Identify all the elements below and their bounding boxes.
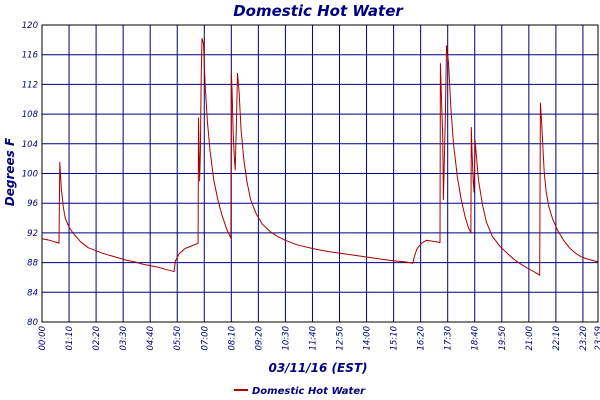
y-tick-label: 88 bbox=[27, 259, 38, 269]
x-tick-label: 23:20 bbox=[579, 326, 589, 351]
series-line-domestic-hot-water bbox=[41, 37, 599, 276]
y-axis-label: Degrees F bbox=[3, 137, 17, 206]
series-lines bbox=[41, 37, 599, 276]
x-tick-label: 22:10 bbox=[552, 326, 562, 351]
legend: Domestic Hot Water bbox=[234, 386, 366, 397]
y-tick-label: 96 bbox=[27, 199, 38, 209]
plot-frame bbox=[41, 24, 599, 323]
x-tick-label: 10:30 bbox=[281, 326, 291, 351]
x-tick-label: 16:20 bbox=[417, 326, 427, 351]
y-tick-label: 116 bbox=[22, 51, 39, 61]
grid bbox=[41, 24, 599, 323]
x-tick-label: 23:59 bbox=[594, 326, 600, 351]
y-tick-label: 120 bbox=[22, 21, 38, 31]
y-tick-label: 100 bbox=[22, 170, 38, 180]
x-tick-label: 08:10 bbox=[227, 326, 237, 351]
x-tick-label: 05:50 bbox=[173, 326, 183, 351]
x-tick-label: 11:40 bbox=[308, 326, 318, 351]
y-tick-label: 108 bbox=[22, 110, 39, 120]
x-tick-label: 00:00 bbox=[38, 326, 48, 351]
x-tick-label: 12:50 bbox=[336, 326, 346, 351]
y-tick-label: 84 bbox=[27, 288, 38, 298]
y-tick-labels: 80 84 88 92 96 100 104 108 112 116 120 bbox=[22, 21, 39, 328]
x-tick-label: 19:50 bbox=[498, 326, 508, 351]
x-axis-label: 03/11/16 (EST) bbox=[268, 361, 367, 375]
x-tick-label: 04:40 bbox=[146, 326, 156, 351]
x-tick-label: 17:30 bbox=[444, 326, 454, 351]
x-tick-label: 02:20 bbox=[92, 326, 102, 351]
x-tick-label: 09:20 bbox=[254, 326, 264, 351]
chart-title: Domestic Hot Water bbox=[233, 2, 404, 20]
y-tick-label: 112 bbox=[22, 80, 38, 90]
x-tick-label: 01:10 bbox=[65, 326, 75, 351]
x-tick-label: 21:00 bbox=[525, 326, 535, 351]
x-tick-labels: 00:00 01:10 02:20 03:30 04:40 05:50 07:00 08:10… bbox=[38, 326, 600, 351]
legend-label: Domestic Hot Water bbox=[252, 386, 366, 397]
x-tick-label: 15:10 bbox=[390, 326, 400, 351]
x-tick-label: 14:00 bbox=[363, 326, 373, 351]
x-tick-label: 03:30 bbox=[119, 326, 129, 351]
x-tick-label: 07:00 bbox=[200, 326, 210, 351]
y-tick-label: 104 bbox=[22, 140, 38, 150]
y-tick-label: 80 bbox=[27, 318, 38, 328]
x-tick-label: 18:40 bbox=[471, 326, 481, 351]
y-tick-label: 92 bbox=[27, 229, 38, 239]
